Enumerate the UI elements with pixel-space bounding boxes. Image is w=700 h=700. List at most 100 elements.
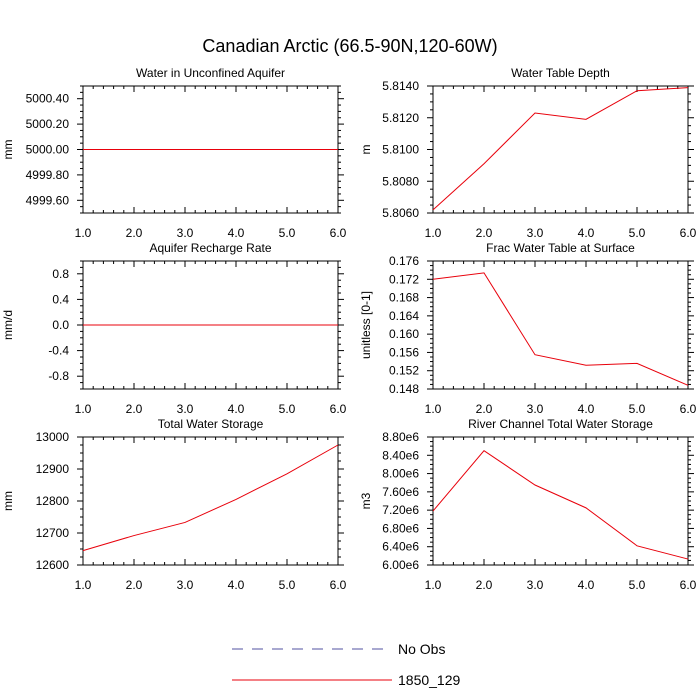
x-tick-label: 1.0 xyxy=(75,402,92,416)
y-axis-label: m3 xyxy=(359,492,373,509)
x-tick-label: 3.0 xyxy=(527,578,544,592)
y-tick-label: 12700 xyxy=(36,526,70,540)
x-tick-label: 4.0 xyxy=(228,578,245,592)
x-tick-label: 2.0 xyxy=(476,226,493,240)
plot-frame xyxy=(432,260,689,390)
y-tick-label: 8.80e6 xyxy=(382,430,419,444)
y-tick-label: 6.00e6 xyxy=(382,558,419,572)
legend-label-1850-129: 1850_129 xyxy=(398,672,461,688)
panel-title: Total Water Storage xyxy=(158,417,264,431)
y-tick-label: 0.148 xyxy=(389,382,419,396)
y-tick-label: 0.172 xyxy=(389,272,419,286)
y-tick-label: -0.4 xyxy=(48,344,69,358)
y-tick-label: -0.8 xyxy=(48,369,69,383)
x-tick-label: 5.0 xyxy=(279,578,296,592)
x-tick-label: 6.0 xyxy=(330,226,347,240)
x-tick-label: 4.0 xyxy=(578,226,595,240)
series-line-0 xyxy=(82,444,339,552)
y-tick-label: 0.164 xyxy=(389,309,419,323)
panel-title: Water in Unconfined Aquifer xyxy=(136,66,285,80)
x-tick-label: 1.0 xyxy=(75,226,92,240)
y-tick-label: 0.176 xyxy=(389,254,419,268)
y-tick-label: 5000.20 xyxy=(26,117,70,131)
series-line-0 xyxy=(432,450,689,560)
x-tick-label: 3.0 xyxy=(177,402,194,416)
y-tick-label: 0.0 xyxy=(52,318,69,332)
x-tick-label: 1.0 xyxy=(425,402,442,416)
y-tick-label: 4999.60 xyxy=(26,193,70,207)
y-tick-label: 6.80e6 xyxy=(382,521,419,535)
y-tick-label: 5000.40 xyxy=(26,92,70,106)
x-tick-label: 4.0 xyxy=(578,578,595,592)
x-tick-label: 5.0 xyxy=(279,402,296,416)
y-tick-label: 8.40e6 xyxy=(382,448,419,462)
y-tick-label: 0.168 xyxy=(389,291,419,305)
series-line-0 xyxy=(432,272,689,386)
y-tick-label: 5000.00 xyxy=(26,143,70,157)
x-tick-label: 1.0 xyxy=(75,578,92,592)
y-tick-label: 13000 xyxy=(36,430,70,444)
y-axis-label: mm/d xyxy=(1,310,15,340)
legend: No Obs 1850_129 xyxy=(232,641,461,688)
panel-5: River Channel Total Water Storage 1.0 2.0 3… xyxy=(359,417,697,592)
panel-0: Water in Unconfined Aquifer 1.0 2.0 3.0 4.0 5… xyxy=(1,66,347,240)
panel-title: Frac Water Table at Surface xyxy=(486,241,635,255)
y-tick-label: 0.8 xyxy=(52,267,69,281)
x-tick-label: 6.0 xyxy=(680,402,697,416)
figure-title: Canadian Arctic (66.5-90N,120-60W) xyxy=(202,36,497,56)
panels: Water in Unconfined Aquifer 1.0 2.0 3.0 4.0 5… xyxy=(1,66,697,592)
x-tick-label: 3.0 xyxy=(177,578,194,592)
y-tick-label: 7.60e6 xyxy=(382,485,419,499)
y-tick-label: 7.20e6 xyxy=(382,503,419,517)
x-tick-label: 2.0 xyxy=(476,578,493,592)
x-tick-label: 5.0 xyxy=(629,402,646,416)
y-tick-label: 0.156 xyxy=(389,345,419,359)
y-axis-label: mm xyxy=(1,140,15,160)
y-tick-label: 5.8120 xyxy=(382,111,419,125)
x-tick-label: 2.0 xyxy=(126,578,143,592)
x-tick-label: 4.0 xyxy=(578,402,595,416)
x-tick-label: 5.0 xyxy=(629,226,646,240)
x-tick-label: 3.0 xyxy=(527,226,544,240)
x-tick-label: 3.0 xyxy=(177,226,194,240)
x-tick-label: 4.0 xyxy=(228,226,245,240)
plot-frame xyxy=(432,85,689,214)
y-tick-label: 12600 xyxy=(36,558,70,572)
x-tick-label: 1.0 xyxy=(425,578,442,592)
x-tick-label: 4.0 xyxy=(228,402,245,416)
y-axis-label: mm xyxy=(1,491,15,511)
panel-3: Frac Water Table at Surface 1.0 2.0 3.0 4.0 5… xyxy=(359,241,697,416)
panel-title: River Channel Total Water Storage xyxy=(468,417,653,431)
x-tick-label: 2.0 xyxy=(126,402,143,416)
x-tick-label: 2.0 xyxy=(476,402,493,416)
x-tick-label: 5.0 xyxy=(279,226,296,240)
panel-2: Aquifer Recharge Rate 1.0 2.0 3.0 4.0 5.0 6.0 0… xyxy=(1,241,347,416)
y-tick-label: 5.8140 xyxy=(382,79,419,93)
x-tick-label: 6.0 xyxy=(330,402,347,416)
series-line-0 xyxy=(432,87,689,211)
x-tick-label: 6.0 xyxy=(330,578,347,592)
y-tick-label: 0.152 xyxy=(389,364,419,378)
legend-label-no-obs: No Obs xyxy=(398,641,445,657)
x-tick-label: 3.0 xyxy=(527,402,544,416)
y-tick-label: 12800 xyxy=(36,494,70,508)
y-axis-label: m xyxy=(359,145,373,155)
plot-frame xyxy=(432,436,689,566)
x-tick-label: 2.0 xyxy=(126,226,143,240)
x-tick-label: 5.0 xyxy=(629,578,646,592)
y-tick-label: 0.160 xyxy=(389,327,419,341)
y-tick-label: 4999.80 xyxy=(26,168,70,182)
x-tick-label: 6.0 xyxy=(680,578,697,592)
y-tick-label: 8.00e6 xyxy=(382,467,419,481)
y-tick-label: 0.4 xyxy=(52,292,69,306)
y-axis-label: unitless [0-1] xyxy=(359,291,373,359)
y-tick-label: 5.8080 xyxy=(382,174,419,188)
x-tick-label: 1.0 xyxy=(425,226,442,240)
panel-title: Aquifer Recharge Rate xyxy=(149,241,271,255)
y-tick-label: 12900 xyxy=(36,462,70,476)
x-tick-label: 6.0 xyxy=(680,226,697,240)
y-tick-label: 5.8060 xyxy=(382,206,419,220)
panel-title: Water Table Depth xyxy=(511,66,610,80)
panel-1: Water Table Depth 1.0 2.0 3.0 4.0 5.0 6.0 5.814… xyxy=(359,66,697,240)
